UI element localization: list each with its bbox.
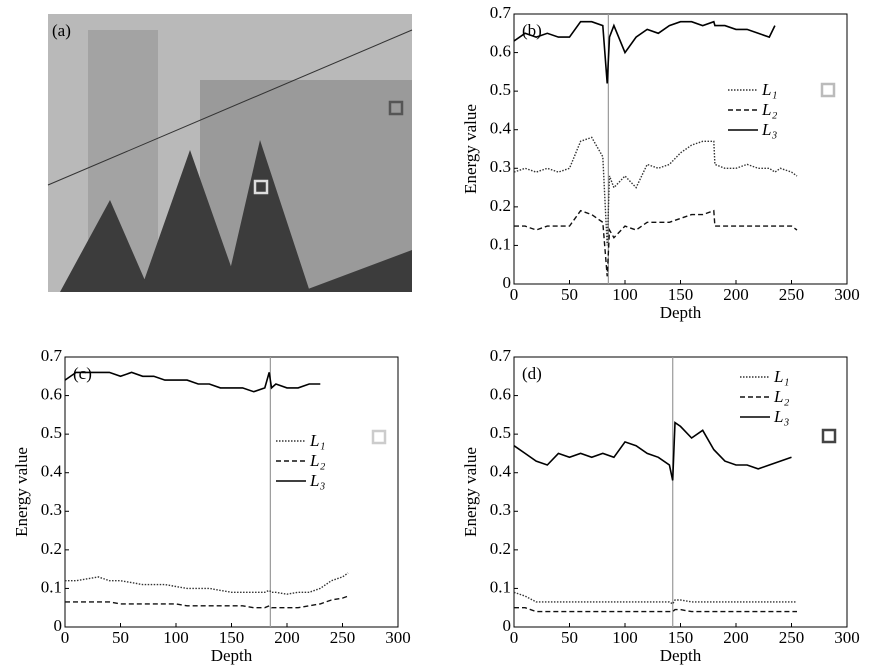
photo: (a) <box>47 14 413 292</box>
legend-label: L₁ <box>761 80 777 99</box>
series-line <box>513 136 798 246</box>
legend-label: L₁ <box>309 431 325 450</box>
x-tick-label: 150 <box>668 285 694 304</box>
panel-label: (c) <box>73 364 92 383</box>
legend-label: L₂ <box>761 100 777 119</box>
series-line <box>513 591 797 605</box>
plot-frame <box>513 356 848 628</box>
y-tick-label: 0.5 <box>41 423 62 442</box>
y-axis-label: Energy value <box>461 447 480 537</box>
series-line <box>514 209 798 277</box>
photo-marker <box>388 100 404 116</box>
photo-building <box>200 80 412 292</box>
y-axis-label: Energy value <box>461 104 480 194</box>
panel-label: (a) <box>52 21 71 40</box>
y-tick-label: 0.5 <box>490 80 511 99</box>
series-line <box>65 572 349 595</box>
x-tick-label: 0 <box>61 628 70 647</box>
y-tick-label: 0.1 <box>490 234 511 253</box>
x-tick-label: 250 <box>330 628 356 647</box>
y-tick-label: 0.7 <box>490 3 512 22</box>
y-tick-label: 0.6 <box>490 384 511 403</box>
panel-label: (b) <box>522 21 542 40</box>
panel-label: (d) <box>522 364 542 383</box>
legend-label: L₂ <box>309 451 325 470</box>
legend-label: L₁ <box>773 367 789 386</box>
series-line <box>65 595 349 609</box>
photo-marker <box>253 179 269 195</box>
x-tick-label: 200 <box>723 628 749 647</box>
plot-frame <box>64 356 399 628</box>
series-line <box>64 371 321 393</box>
x-axis-label: Depth <box>211 646 253 665</box>
legend-marker <box>820 82 836 98</box>
x-tick-label: 50 <box>561 285 578 304</box>
x-tick-label: 300 <box>834 628 860 647</box>
legend-marker <box>821 428 837 444</box>
x-tick-label: 150 <box>668 628 694 647</box>
y-tick-label: 0.1 <box>490 577 511 596</box>
y-tick-label: 0.2 <box>490 539 511 558</box>
y-tick-label: 0.3 <box>490 157 511 176</box>
y-tick-label: 0.5 <box>490 423 511 442</box>
series-line <box>514 607 797 613</box>
y-tick-label: 0.4 <box>490 462 512 481</box>
y-tick-label: 0.3 <box>41 500 62 519</box>
x-tick-label: 250 <box>779 285 805 304</box>
x-tick-label: 100 <box>612 628 638 647</box>
x-axis-label: Depth <box>660 303 702 322</box>
y-axis-label: Energy value <box>12 447 31 537</box>
y-tick-label: 0.1 <box>41 577 62 596</box>
y-tick-label: 0.3 <box>490 500 511 519</box>
y-tick-label: 0.2 <box>41 539 62 558</box>
photo-wire <box>47 29 413 186</box>
x-tick-label: 100 <box>612 285 638 304</box>
y-tick-label: 0.4 <box>41 462 63 481</box>
x-tick-label: 0 <box>510 285 519 304</box>
x-tick-label: 300 <box>834 285 860 304</box>
legend-label: L₂ <box>773 387 789 406</box>
x-tick-label: 100 <box>163 628 189 647</box>
x-tick-label: 0 <box>510 628 519 647</box>
y-tick-label: 0 <box>503 616 512 635</box>
y-tick-label: 0.6 <box>41 384 62 403</box>
x-tick-label: 50 <box>112 628 129 647</box>
legend-label: L₃ <box>309 471 325 490</box>
legend-label: L₃ <box>761 120 777 139</box>
y-tick-label: 0.7 <box>41 346 63 365</box>
x-tick-label: 200 <box>274 628 300 647</box>
chart: 0 0.1 0.2 0.3 0.4 0.5 0.6 0.7 0 50 100 150 200 250 300… <box>461 3 860 322</box>
series-line <box>513 421 792 481</box>
y-tick-label: 0.4 <box>490 119 512 138</box>
photo-trees <box>60 140 412 292</box>
x-tick-label: 250 <box>779 628 805 647</box>
chart: 0 0.1 0.2 0.3 0.4 0.5 0.6 0.7 0 50 100 150 200 250 300… <box>461 346 860 665</box>
x-tick-label: 150 <box>219 628 245 647</box>
y-tick-label: 0.2 <box>490 196 511 215</box>
legend-marker <box>371 429 387 445</box>
series-line <box>513 20 776 84</box>
y-tick-label: 0 <box>54 616 63 635</box>
x-tick-label: 50 <box>561 628 578 647</box>
y-tick-label: 0.7 <box>490 346 512 365</box>
x-tick-label: 300 <box>385 628 411 647</box>
plot-frame <box>513 13 848 285</box>
x-tick-label: 200 <box>723 285 749 304</box>
chart: 0 0.1 0.2 0.3 0.4 0.5 0.6 0.7 0 50 100 150 200 250 300… <box>12 346 411 665</box>
x-axis-label: Depth <box>660 646 702 665</box>
y-tick-label: 0 <box>503 273 512 292</box>
y-tick-label: 0.6 <box>490 41 511 60</box>
legend-label: L₃ <box>773 407 789 426</box>
